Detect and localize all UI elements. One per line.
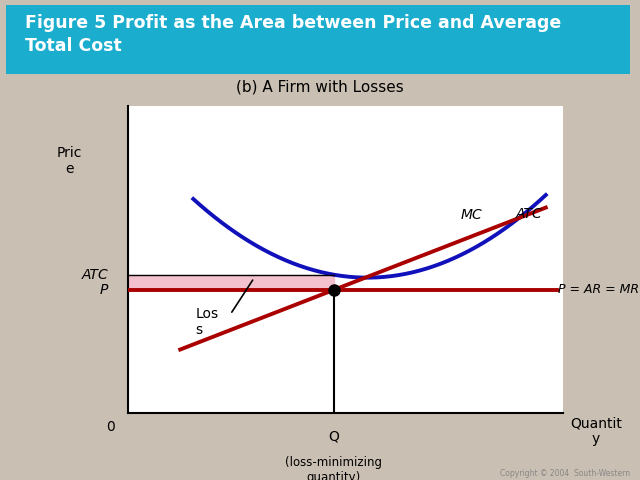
Text: Copyright © 2004  South-Western: Copyright © 2004 South-Western [500,468,630,478]
Text: (loss-minimizing
quantity): (loss-minimizing quantity) [285,456,382,480]
Text: Q: Q [328,430,339,444]
Text: P: P [100,283,108,297]
Text: Pric
e: Pric e [56,146,82,176]
Text: ATC: ATC [515,207,542,221]
Text: (b) A Firm with Losses: (b) A Firm with Losses [236,79,404,94]
Text: Los
s: Los s [195,307,219,337]
Text: Quantit
y: Quantit y [570,416,622,446]
Text: Figure 5 Profit as the Area between Price and Average
Total Cost: Figure 5 Profit as the Area between Pric… [25,14,561,55]
FancyBboxPatch shape [0,5,640,74]
Polygon shape [128,275,333,290]
Text: ATC: ATC [82,268,109,282]
Text: 0: 0 [106,420,115,433]
Text: P = AR = MR: P = AR = MR [558,283,639,297]
Text: MC: MC [461,208,483,222]
